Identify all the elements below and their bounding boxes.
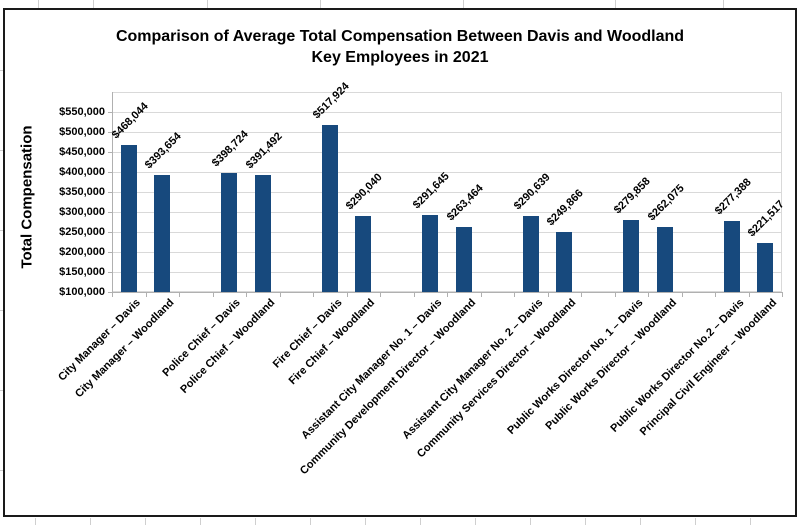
chart-title-line2: Key Employees in 2021 [311, 49, 489, 66]
sheet-column-gridline [35, 518, 36, 525]
sheet-row-gridline [0, 470, 4, 471]
chart-title: Comparison of Average Total Compensation… [5, 26, 795, 68]
bar[interactable] [523, 216, 539, 292]
x-axis-tick [514, 292, 515, 297]
gridline [112, 112, 782, 113]
sheet-column-gridline [145, 518, 146, 525]
bar[interactable] [724, 221, 740, 292]
sheet-column-gridline [475, 518, 476, 525]
bar[interactable] [556, 232, 572, 292]
sheet-column-gridline [365, 518, 366, 525]
y-tick-label: $400,000 [59, 166, 105, 178]
y-tick-label: $500,000 [59, 126, 105, 138]
x-axis-tick [414, 292, 415, 297]
x-axis-tick [648, 292, 649, 297]
y-tick-label: $300,000 [59, 206, 105, 218]
sheet-column-gridline [320, 0, 321, 9]
bar[interactable] [623, 220, 639, 292]
x-axis-tick [481, 292, 482, 297]
y-axis-tick [108, 252, 112, 253]
sheet-column-gridline [207, 0, 208, 9]
sheet-row-gridline [0, 230, 4, 231]
bar[interactable] [121, 145, 137, 292]
x-axis-tick [715, 292, 716, 297]
sheet-row-gridline [0, 390, 4, 391]
x-axis-tick [682, 292, 683, 297]
y-tick-label: $350,000 [59, 186, 105, 198]
sheet-column-gridline [750, 518, 751, 525]
y-axis-tick [108, 112, 112, 113]
sheet-column-gridline [90, 518, 91, 525]
sheet-column-gridline [463, 0, 464, 9]
x-axis-tick [246, 292, 247, 297]
gridline [112, 132, 782, 133]
x-axis-tick [347, 292, 348, 297]
x-axis-tick [280, 292, 281, 297]
bar[interactable] [422, 215, 438, 292]
x-axis-tick [179, 292, 180, 297]
y-axis-tick [108, 152, 112, 153]
x-axis-tick [782, 292, 783, 297]
bar[interactable] [255, 175, 271, 292]
sheet-column-gridline [310, 518, 311, 525]
x-axis-tick [447, 292, 448, 297]
x-axis-tick [749, 292, 750, 297]
x-axis-tick [548, 292, 549, 297]
x-axis-line [108, 292, 783, 293]
gridline [112, 272, 782, 273]
y-axis-line [112, 92, 113, 297]
bar[interactable] [322, 125, 338, 292]
x-axis-tick [313, 292, 314, 297]
y-axis-tick [108, 132, 112, 133]
gridline [112, 212, 782, 213]
sheet-column-gridline [200, 518, 201, 525]
y-axis-tick [108, 272, 112, 273]
sheet-column-gridline [695, 518, 696, 525]
sheet-row-gridline [0, 70, 4, 71]
sheet-column-gridline [640, 518, 641, 525]
chart-title-line1: Comparison of Average Total Compensation… [115, 28, 685, 45]
x-axis-tick [615, 292, 616, 297]
sheet-row-gridline [0, 310, 4, 311]
y-axis-tick [108, 232, 112, 233]
sheet-column-gridline [615, 0, 616, 9]
y-axis-tick [108, 192, 112, 193]
sheet-column-gridline [420, 518, 421, 525]
x-axis-tick [146, 292, 147, 297]
x-axis-tick [213, 292, 214, 297]
sheet-column-gridline [38, 0, 39, 9]
y-axis-tick [108, 172, 112, 173]
bar[interactable] [355, 216, 371, 292]
sheet-column-gridline [255, 518, 256, 525]
chart-object[interactable]: Comparison of Average Total Compensation… [3, 8, 797, 517]
x-axis-tick [380, 292, 381, 297]
y-axis-tick [108, 212, 112, 213]
bar[interactable] [154, 175, 170, 292]
gridline [112, 192, 782, 193]
y-tick-label: $550,000 [59, 106, 105, 118]
y-tick-label: $200,000 [59, 246, 105, 258]
gridline [112, 172, 782, 173]
sheet-column-gridline [723, 0, 724, 9]
bar[interactable] [757, 243, 773, 292]
sheet-column-gridline [585, 518, 586, 525]
x-axis-tick [581, 292, 582, 297]
sheet-column-gridline [530, 518, 531, 525]
y-tick-label: $250,000 [59, 226, 105, 238]
y-tick-label: $100,000 [59, 286, 105, 298]
gridline [112, 232, 782, 233]
y-tick-label: $450,000 [59, 146, 105, 158]
sheet-row-gridline [0, 150, 4, 151]
gridline [112, 252, 782, 253]
bar[interactable] [657, 227, 673, 292]
bar[interactable] [456, 227, 472, 292]
bar[interactable] [221, 173, 237, 292]
y-tick-label: $150,000 [59, 266, 105, 278]
gridline [112, 152, 782, 153]
sheet-column-gridline [93, 0, 94, 9]
